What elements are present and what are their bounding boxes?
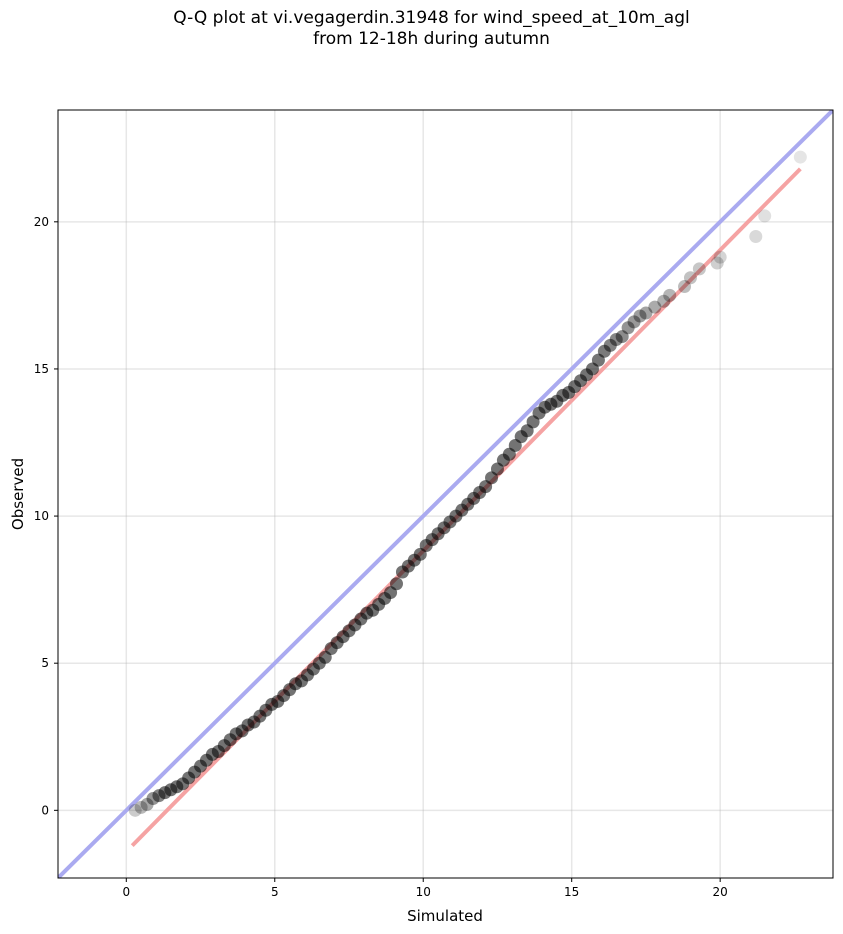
- reference-lines: [58, 110, 833, 878]
- plot-frame: [57, 109, 834, 879]
- data-point: [140, 797, 154, 811]
- x-tick-label: 5: [271, 885, 279, 899]
- data-point: [128, 803, 142, 817]
- data-point: [390, 577, 404, 591]
- data-point: [597, 344, 611, 358]
- data-points: [128, 150, 807, 817]
- data-point: [793, 150, 807, 164]
- x-tick-label: 20: [713, 885, 728, 899]
- data-point: [639, 306, 653, 320]
- data-point: [609, 333, 623, 347]
- data-point: [683, 271, 697, 285]
- y-tick-label: 20: [34, 215, 49, 229]
- data-point: [713, 250, 727, 264]
- data-point: [134, 800, 148, 814]
- data-point: [657, 294, 671, 308]
- x-tick-label: 15: [564, 885, 579, 899]
- identity-reference-line: [58, 110, 833, 878]
- data-point: [146, 792, 160, 806]
- y-tick-label: 0: [41, 803, 49, 817]
- data-point: [749, 230, 763, 244]
- data-point: [648, 300, 662, 314]
- data-point: [621, 321, 635, 335]
- y-axis-label: Observed: [9, 458, 27, 530]
- data-point: [615, 330, 629, 344]
- y-tick-label: 15: [34, 362, 49, 376]
- chart-title: Q-Q plot at vi.vegagerdin.31948 for wind…: [0, 8, 843, 50]
- data-point: [603, 338, 617, 352]
- y-axis-ticks: 0 5 10 15 20: [34, 215, 58, 817]
- x-tick-label: 10: [416, 885, 431, 899]
- data-point: [758, 209, 772, 223]
- data-point: [678, 280, 692, 294]
- data-point: [633, 309, 647, 323]
- data-point: [692, 262, 706, 276]
- data-point: [710, 256, 724, 270]
- x-tick-label: 0: [122, 885, 130, 899]
- x-axis-label: Simulated: [407, 907, 483, 925]
- y-tick-label: 5: [41, 656, 49, 670]
- x-axis-ticks: 0 5 10 15 20: [122, 878, 728, 899]
- data-point: [627, 315, 641, 329]
- y-tick-label: 10: [34, 509, 49, 523]
- chart-title-line-2: from 12-18h during autumn: [313, 29, 550, 49]
- chart-title-line-1: Q-Q plot at vi.vegagerdin.31948 for wind…: [173, 8, 690, 28]
- data-point: [663, 288, 677, 302]
- grid: [58, 110, 833, 878]
